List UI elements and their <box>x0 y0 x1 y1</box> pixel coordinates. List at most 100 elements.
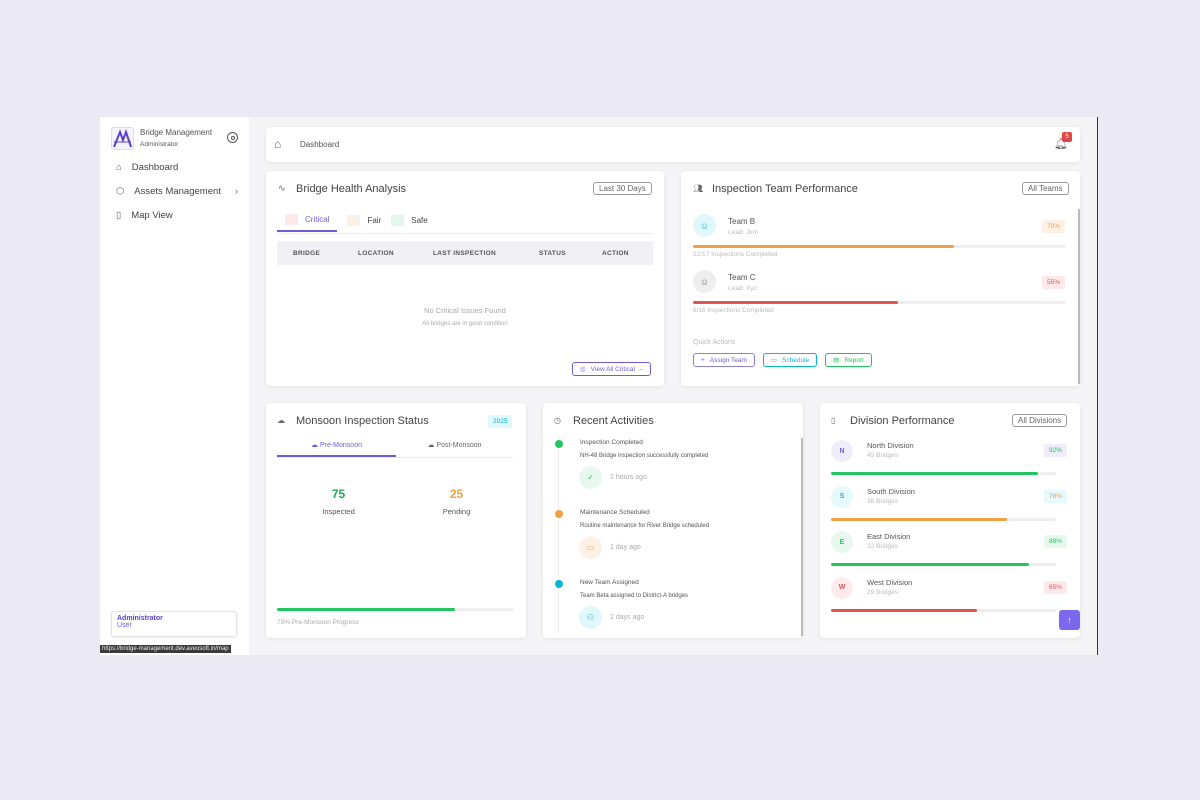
team-name: Team B <box>728 217 756 226</box>
home-icon[interactable]: ⌂ <box>274 137 282 151</box>
activity-time: 1 day ago <box>610 544 641 551</box>
label: Dashboard <box>131 162 179 173</box>
cloud-icon: ☁︎ <box>427 442 437 449</box>
card-title: Monsoon Inspection Status <box>296 415 429 427</box>
division-name: West Division <box>867 577 913 587</box>
monsoon-card: ☁︎ Monsoon Inspection Status 2025 ☁︎ Pre… <box>266 403 526 638</box>
card-title: Division Performance <box>850 415 955 427</box>
report-button[interactable]: ▤ Report <box>825 353 872 367</box>
health-tabs: Critical Fair Safe <box>277 214 428 232</box>
clock-icon: ◷ <box>554 416 561 425</box>
user-card[interactable]: Administrator User <box>111 611 237 637</box>
label: Schedule <box>782 356 810 364</box>
user-name: Administrator <box>117 615 163 622</box>
breadcrumb[interactable]: Dashboard <box>300 140 340 149</box>
critical-dot-icon <box>285 214 298 225</box>
sidebar-item-assets[interactable]: ⬡ Assets Management › <box>116 186 238 197</box>
tab-post-monsoon[interactable]: ☁︎ Post-Monsoon <box>396 441 513 457</box>
quick-actions: + Assign Team ▭ Schedule ▤ Report <box>693 353 872 367</box>
tab-pre-monsoon[interactable]: ☁︎ Pre-Monsoon <box>277 441 396 457</box>
sidebar-item-dashboard[interactable]: ⌂ Dashboard <box>116 162 178 173</box>
label: Map View <box>131 210 173 221</box>
tab-critical[interactable]: Critical <box>277 214 338 232</box>
activity-description: Routine maintenance for River Bridge sch… <box>580 523 710 529</box>
col-bridge: BRIDGE <box>293 249 321 257</box>
team-progress-bar <box>693 245 1066 248</box>
division-progress-bar <box>831 517 1056 521</box>
map-icon: ▯ <box>116 210 122 221</box>
label: Fair <box>367 216 382 225</box>
schedule-button[interactable]: ▭ Schedule <box>762 353 818 367</box>
card-title: Inspection Team Performance <box>712 183 858 195</box>
inspected-stat: 75 Inspected <box>296 487 381 516</box>
col-status: STATUS <box>539 249 566 257</box>
activity-description: Team Beta assigned to District-A bridges <box>580 593 689 599</box>
view-all-critical-button[interactable]: ◎ View All Critical → <box>572 362 652 376</box>
division-progress-bar <box>831 608 1056 612</box>
division-count: 38 Bridges <box>867 497 899 505</box>
division-count: 45 Bridges <box>867 452 899 459</box>
col-last-inspection: LAST INSPECTION <box>433 249 497 257</box>
division-percent: 88% <box>1044 535 1068 548</box>
quick-actions-label: Quick Actions <box>693 339 736 346</box>
top-bar: ⌂ Dashboard 🔔︎ 5 <box>266 127 1080 162</box>
timeline-dot <box>555 440 563 448</box>
division-progress-bar <box>831 563 1056 566</box>
tab-safe[interactable]: Safe <box>391 214 428 232</box>
division-progress-bar <box>831 472 1056 475</box>
label: Assets Management <box>134 186 221 197</box>
calendar-icon: ▭ <box>579 536 602 559</box>
app-window: Bridge Management Administrator ⌂ Dashboa… <box>100 117 1098 655</box>
division-percent: 92% <box>1044 444 1068 457</box>
plus-icon: + <box>701 356 705 364</box>
activity-description: NH-48 Bridge inspection successfully com… <box>580 453 709 459</box>
range-select[interactable]: Last 30 Days <box>593 182 652 195</box>
division-percent: 65% <box>1044 580 1068 594</box>
activity-icon: ∿ <box>278 183 286 193</box>
users-icon: ⚇ <box>579 606 602 629</box>
sidebar: Bridge Management Administrator ⌂ Dashboa… <box>100 117 249 655</box>
cloud-rain-icon: ☁︎ <box>277 416 285 425</box>
team-percent: 55% <box>1042 276 1066 289</box>
app-role: Administrator <box>140 141 179 148</box>
sidebar-item-map-view[interactable]: ▯ Map View <box>116 210 173 221</box>
label: Post-Monsoon <box>436 442 482 449</box>
cloud-icon: ☁︎ <box>311 442 320 449</box>
label: Pre-Monsoon <box>319 442 362 449</box>
safe-dot-icon <box>391 215 405 226</box>
users-icon: 👥︎ <box>693 184 704 193</box>
inspected-value: 75 <box>331 487 346 501</box>
map-icon: ▯ <box>831 416 836 425</box>
activity-time: 2 hours ago <box>610 474 647 481</box>
team-completed: 12/17 Inspections Completed <box>693 251 778 258</box>
calendar-icon: ▭ <box>770 357 778 364</box>
label: Assign Team <box>709 356 747 364</box>
empty-subtitle: All bridges are in good condition <box>422 321 508 327</box>
col-action: ACTION <box>602 249 629 257</box>
activity-title: Inspection Completed <box>580 439 643 446</box>
eye-icon: ◎ <box>580 366 586 373</box>
col-location: LOCATION <box>358 249 394 257</box>
label: View All Critical → <box>590 365 644 373</box>
tab-fair[interactable]: Fair <box>347 214 381 232</box>
team-filter[interactable]: All Teams <box>1022 182 1069 195</box>
user-check-icon: ☺ <box>693 270 716 293</box>
activity-title: New Team Assigned <box>580 579 639 586</box>
card-title: Recent Activities <box>573 415 654 427</box>
team-lead: Lead: Xyz <box>728 285 757 292</box>
label: Report <box>844 356 864 364</box>
inspected-label: Inspected <box>322 507 355 516</box>
division-filter[interactable]: All Divisions <box>1012 414 1068 427</box>
division-avatar: W <box>831 576 853 599</box>
label: Safe <box>411 216 428 225</box>
fair-dot-icon <box>347 215 361 226</box>
division-avatar: S <box>831 485 853 508</box>
division-performance-card: ▯ Division Performance All Divisions N N… <box>820 403 1080 638</box>
year-badge: 2025 <box>488 415 513 428</box>
settings-icon[interactable] <box>227 132 238 143</box>
scrollbar[interactable] <box>1078 209 1080 384</box>
assign-team-button[interactable]: + Assign Team <box>693 353 755 367</box>
monsoon-progress-bar <box>277 608 514 611</box>
scrollbar[interactable] <box>801 438 803 636</box>
scroll-to-top-button[interactable]: ↑ <box>1059 610 1080 630</box>
